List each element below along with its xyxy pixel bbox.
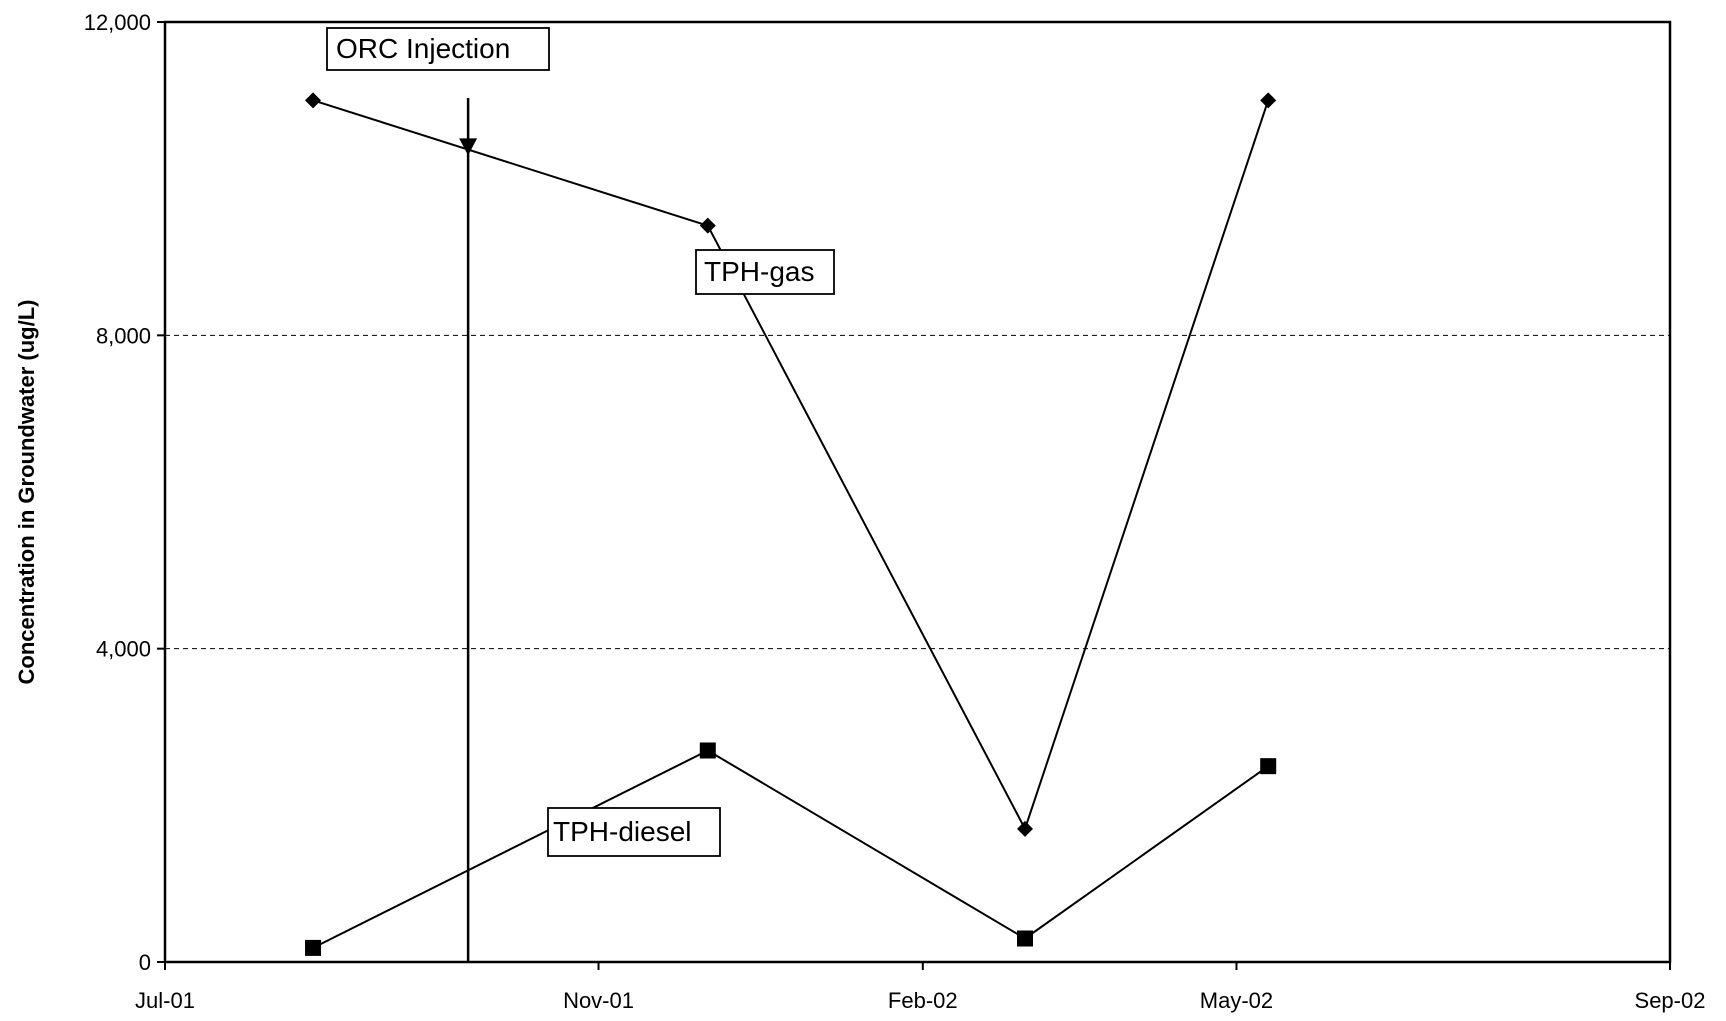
annotation-tph-gas: TPH-gas — [695, 249, 835, 295]
annotation-tph-diesel: TPH-diesel — [547, 807, 721, 857]
data-point-tph-gas — [305, 92, 322, 109]
x-tick-label: Sep-02 — [1635, 988, 1706, 1013]
grid-lines — [165, 334, 1670, 650]
x-tick-label: Feb-02 — [888, 988, 958, 1013]
y-tick-label: 0 — [139, 950, 151, 975]
orc-injection-marker — [459, 98, 478, 962]
x-tick-label: Nov-01 — [563, 988, 634, 1013]
annotation-layer: ORC Injection TPH-gas TPH-diesel — [326, 27, 835, 857]
data-point-tph-gas — [699, 217, 716, 234]
annotation-tph-diesel-text: TPH-diesel — [553, 816, 691, 847]
y-tick-label: 12,000 — [84, 10, 151, 35]
x-axis: Jul-01 Nov-01 Feb-02 May-02 Sep-02 — [135, 962, 1705, 1013]
y-tick-label: 4,000 — [96, 637, 151, 662]
data-point-tph-diesel — [305, 939, 322, 956]
annotation-orc-injection-text: ORC Injection — [336, 33, 510, 64]
series-layer — [305, 92, 1277, 956]
orc-injection-triangle — [459, 138, 478, 156]
series-line-tph-diesel — [312, 749, 1269, 949]
series-line-tph-gas — [312, 99, 1270, 832]
y-tick-label: 8,000 — [96, 323, 151, 348]
x-tick-label: Jul-01 — [135, 988, 195, 1013]
data-point-tph-gas — [1260, 92, 1277, 109]
data-point-tph-diesel — [699, 742, 716, 759]
annotation-tph-gas-text: TPH-gas — [704, 256, 814, 287]
y-axis-title: Concentration in Groundwater (ug/L) — [14, 300, 39, 685]
x-tick-label: May-02 — [1200, 988, 1273, 1013]
y-axis: 0 4,000 8,000 12,000 — [84, 10, 165, 975]
annotation-orc-injection: ORC Injection — [326, 27, 550, 71]
data-point-tph-gas — [1017, 820, 1033, 837]
data-point-tph-diesel — [1017, 930, 1033, 947]
data-point-tph-diesel — [1260, 758, 1277, 775]
plot-area — [163, 20, 1672, 964]
